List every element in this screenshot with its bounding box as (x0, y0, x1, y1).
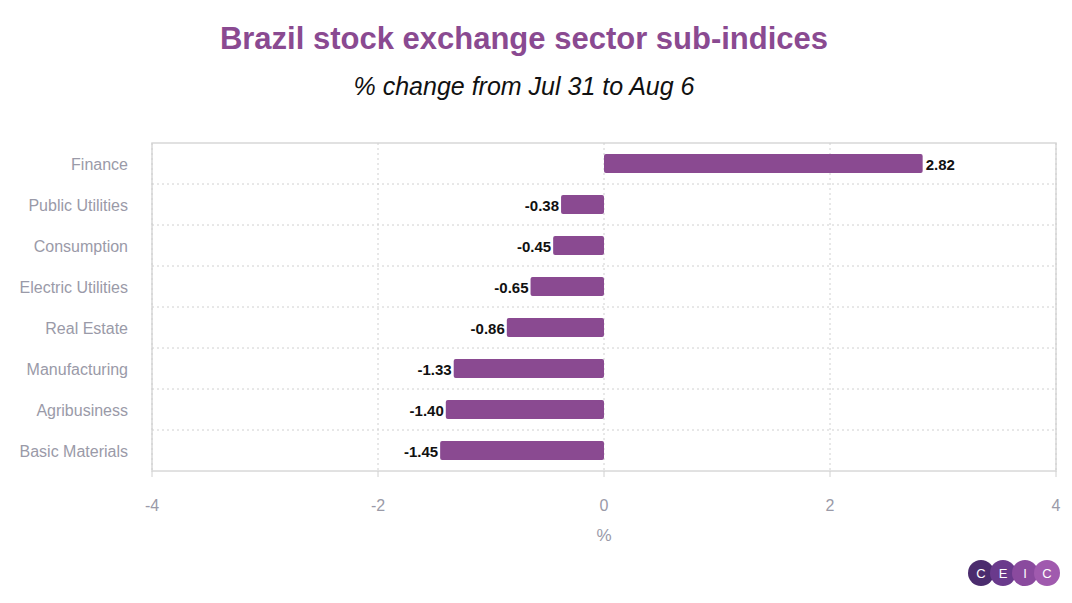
plot-frame (152, 143, 1056, 471)
row-grid-line (152, 266, 1056, 267)
bar (553, 236, 604, 255)
tick-label: -2 (371, 497, 385, 514)
logo-letter: I (1023, 566, 1027, 581)
logo-circle (1034, 560, 1060, 586)
data-label: -0.86 (471, 320, 505, 337)
grid-line (830, 143, 831, 471)
tick-label: 2 (826, 497, 835, 514)
grid-line (1056, 143, 1057, 471)
logo-letter: C (1042, 566, 1051, 581)
bar (440, 441, 604, 460)
data-label: -1.40 (410, 402, 444, 419)
category-label: Electric Utilities (20, 279, 128, 296)
grid-line (152, 143, 153, 471)
tick-label: -4 (145, 497, 159, 514)
bars (440, 154, 923, 460)
category-label: Agribusiness (36, 402, 128, 419)
logo-letter: C (976, 566, 985, 581)
data-label: -1.45 (404, 443, 438, 460)
data-label: -0.45 (517, 238, 551, 255)
data-label: -0.38 (525, 197, 559, 214)
subtitle: % change from Jul 31 to Aug 6 (354, 72, 695, 100)
row-grid-line (152, 307, 1056, 308)
grid-line (378, 143, 379, 471)
grid-line (604, 143, 605, 471)
tick-label: 0 (600, 497, 609, 514)
chart: Brazil stock exchange sector sub-indices… (0, 0, 1072, 603)
bar (507, 318, 604, 337)
tick-mark (152, 471, 153, 477)
tick-label: 4 (1052, 497, 1061, 514)
chart-root: Brazil stock exchange sector sub-indices… (0, 0, 1072, 603)
bar (604, 154, 923, 173)
bar (561, 195, 604, 214)
bar (446, 400, 604, 419)
category-label: Real Estate (45, 320, 128, 337)
logo: CEIC (968, 560, 1060, 586)
category-label: Finance (71, 156, 128, 173)
data-label: -1.33 (418, 361, 452, 378)
bar (454, 359, 604, 378)
tick-mark (830, 471, 831, 477)
axis-label: % (596, 526, 611, 545)
category-label: Consumption (34, 238, 128, 255)
bar (531, 277, 604, 296)
category-label: Basic Materials (20, 443, 128, 460)
tick-mark (378, 471, 379, 477)
data-label: 2.82 (926, 156, 955, 173)
category-label: Public Utilities (28, 197, 128, 214)
data-label: -0.65 (494, 279, 528, 296)
tick-mark (604, 471, 605, 477)
category-label: Manufacturing (27, 361, 128, 378)
logo-letter: E (999, 566, 1008, 581)
title: Brazil stock exchange sector sub-indices (220, 21, 828, 56)
tick-mark (1056, 471, 1057, 477)
